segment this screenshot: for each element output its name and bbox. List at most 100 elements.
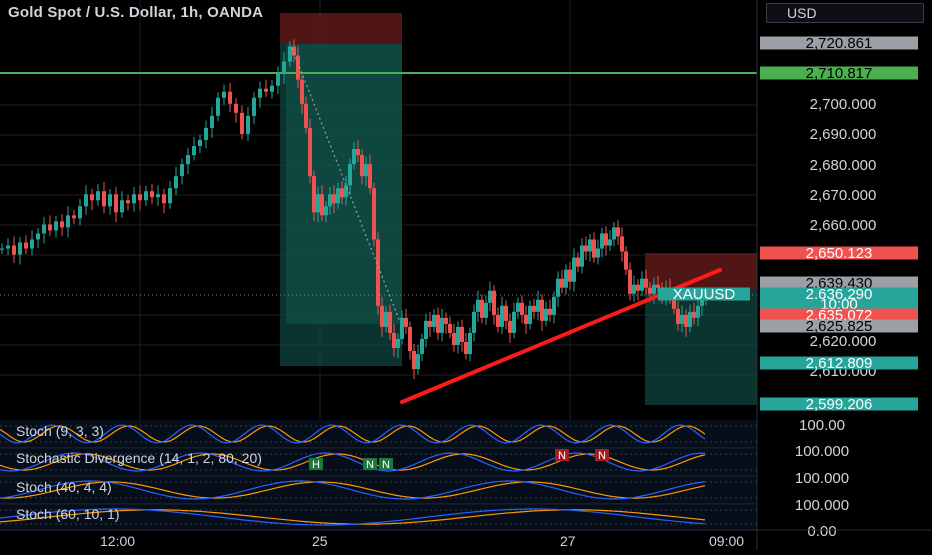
candle-body <box>476 299 480 312</box>
candle-body <box>340 188 344 198</box>
candle-body <box>480 299 484 318</box>
candle-body <box>114 194 118 213</box>
indicator-label-stoch-60[interactable]: Stoch (60, 10, 1) <box>16 506 120 522</box>
short-position-2-risk-zone[interactable] <box>645 253 757 289</box>
divergence-marker[interactable] <box>309 458 323 470</box>
candle-body <box>572 257 576 282</box>
candle-body <box>24 242 28 249</box>
divergence-marker-label: N <box>382 459 390 471</box>
price-tag-label: 2,710.817 <box>806 65 873 82</box>
candle-body <box>652 284 656 294</box>
price-tag-label: XAUUSD <box>673 286 736 303</box>
price-tick-label: 2,680.000 <box>810 157 877 174</box>
price-tag-target-teal[interactable] <box>760 397 918 411</box>
candle-body <box>42 224 46 234</box>
candle-body <box>448 323 452 333</box>
candle-body <box>552 296 556 315</box>
price-tag-level-gray[interactable] <box>760 319 918 333</box>
candle-body <box>180 164 184 177</box>
divergence-marker[interactable] <box>363 458 377 470</box>
candle-body <box>548 308 552 315</box>
price-tag-level-gray[interactable] <box>760 276 918 290</box>
candle-body <box>276 73 280 86</box>
candle-body <box>564 269 568 288</box>
candle-body <box>168 188 172 204</box>
candle-body <box>252 97 256 116</box>
stoch-d-line <box>0 425 706 443</box>
candle-body <box>348 164 352 186</box>
price-tag-label: 2,599.206 <box>806 396 873 413</box>
indicator-label-stoch-divergence[interactable]: Stochastic Divergence (14, 1, 2, 80, 20) <box>16 450 262 466</box>
price-tag-level-gray[interactable] <box>760 36 918 50</box>
divergence-marker[interactable] <box>595 449 609 461</box>
candle-body <box>264 88 268 92</box>
candle-body <box>396 338 400 349</box>
candle-body <box>568 269 572 282</box>
candle-body <box>72 215 76 219</box>
candle-body <box>432 314 436 327</box>
divergence-marker[interactable] <box>379 458 393 470</box>
candle-body <box>364 164 368 177</box>
price-tag-stop-red[interactable] <box>760 246 918 260</box>
candle-body <box>18 242 22 255</box>
candle-body <box>648 287 652 294</box>
candle-body <box>400 317 404 339</box>
projection-dotted-line <box>291 47 401 323</box>
candle-body <box>536 299 540 312</box>
candle-body <box>608 239 612 246</box>
indicator-pane-bg <box>0 448 757 476</box>
price-tick-label: 2,670.000 <box>810 187 877 204</box>
short-position-risk-zone[interactable] <box>280 13 402 44</box>
divergence-marker[interactable] <box>555 449 569 461</box>
time-axis-label: 09:00 <box>709 533 745 549</box>
divergence-marker-label: H <box>312 459 320 471</box>
symbol-title[interactable]: Gold Spot / U.S. Dollar, 1h, OANDA <box>8 4 264 21</box>
candle-body <box>204 127 208 140</box>
candle-body <box>684 314 688 327</box>
candle-body <box>500 305 504 327</box>
candle-body <box>270 85 274 92</box>
candle-body <box>596 248 600 258</box>
candle-body <box>616 227 620 237</box>
candle-body <box>210 115 214 128</box>
candle-body <box>102 191 106 207</box>
price-tag-label: 2,612.809 <box>806 355 873 372</box>
candle-body <box>592 239 596 258</box>
divergence-marker-label: N <box>598 450 606 462</box>
candle-body <box>632 284 636 294</box>
candle-body <box>556 278 560 297</box>
price-tag-countdown-teal[interactable] <box>760 299 918 309</box>
candle-body <box>328 194 332 207</box>
candle-body <box>580 245 584 267</box>
price-tag-stop-red[interactable] <box>760 308 918 322</box>
indicator-pane-bg <box>0 504 757 530</box>
indicator-pane-bg <box>0 420 757 448</box>
candle-body <box>292 46 296 56</box>
price-tag-target-teal[interactable] <box>760 356 918 370</box>
candle-body <box>692 311 696 318</box>
candle-body <box>700 299 704 306</box>
candle-body <box>108 194 112 207</box>
indicator-label-stoch-9[interactable]: Stoch (9, 3, 3) <box>16 423 104 439</box>
short-position-2-reward-zone[interactable] <box>645 289 757 405</box>
candle-body <box>444 317 448 324</box>
price-axis-bg <box>757 0 932 550</box>
indicator-pane-bg <box>0 476 757 504</box>
candle-body <box>488 290 492 303</box>
candle-body <box>472 311 476 333</box>
stoch-k-line <box>0 508 706 526</box>
candle-body <box>144 191 148 201</box>
currency-selector[interactable]: USD <box>766 3 924 23</box>
candle-body <box>6 245 10 249</box>
price-tag-level-green[interactable] <box>760 66 918 80</box>
price-tick-label: 2,660.000 <box>810 217 877 234</box>
candle-body <box>368 164 372 189</box>
candle-body <box>356 149 360 156</box>
price-tag-price-teal[interactable] <box>760 287 918 301</box>
indicator-label-stoch-40[interactable]: Stoch (40, 4, 4) <box>16 479 112 495</box>
indicator-axis-label: 100.000 <box>795 443 849 460</box>
price-tag-symbol-teal[interactable] <box>658 287 750 301</box>
